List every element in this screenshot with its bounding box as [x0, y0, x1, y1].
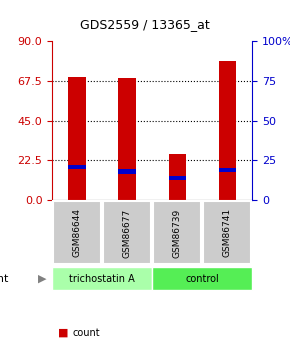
- FancyBboxPatch shape: [52, 267, 152, 290]
- Text: GSM86677: GSM86677: [123, 208, 132, 257]
- Text: agent: agent: [0, 274, 9, 284]
- Text: ▶: ▶: [38, 274, 46, 284]
- Bar: [119, 78, 136, 200]
- Text: count: count: [72, 328, 100, 338]
- FancyBboxPatch shape: [153, 201, 201, 264]
- Text: GSM86739: GSM86739: [173, 208, 182, 257]
- Bar: [68, 77, 86, 200]
- FancyBboxPatch shape: [53, 201, 101, 264]
- Bar: [219, 61, 236, 200]
- Bar: [219, 168, 236, 172]
- Text: ■: ■: [58, 328, 68, 338]
- FancyBboxPatch shape: [152, 267, 252, 290]
- Bar: [168, 154, 186, 200]
- Text: GSM86741: GSM86741: [223, 208, 232, 257]
- Bar: [119, 169, 136, 174]
- FancyBboxPatch shape: [203, 201, 251, 264]
- Text: GSM86644: GSM86644: [73, 208, 82, 257]
- FancyBboxPatch shape: [103, 201, 151, 264]
- Text: control: control: [185, 274, 219, 284]
- Bar: [168, 176, 186, 180]
- Text: trichostatin A: trichostatin A: [69, 274, 135, 284]
- Text: GDS2559 / 13365_at: GDS2559 / 13365_at: [80, 18, 210, 31]
- Bar: [68, 165, 86, 169]
